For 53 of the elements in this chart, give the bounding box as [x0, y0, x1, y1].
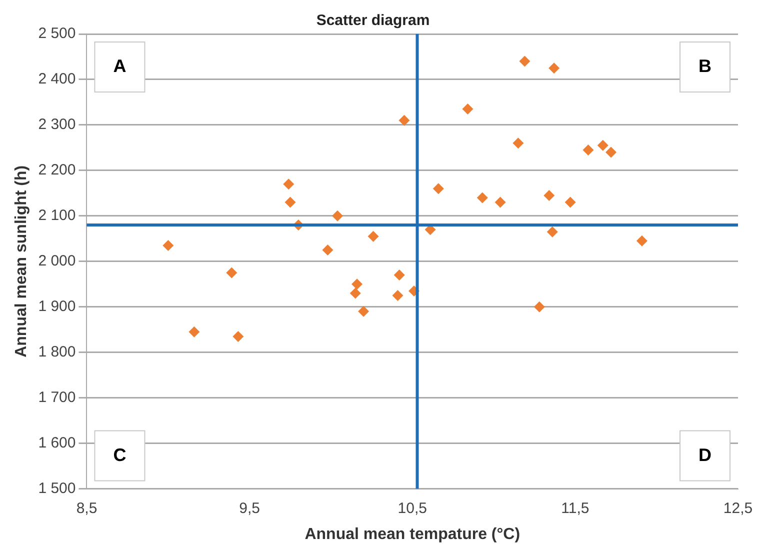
point — [544, 190, 555, 201]
x-tick-label: 9,5 — [239, 500, 260, 517]
y-tick-label: 2 300 — [38, 116, 76, 134]
point — [636, 235, 648, 246]
chart-title: Scatter diagram — [316, 12, 430, 30]
point — [494, 196, 506, 208]
x-axis-title: Annual mean tempature (°C) — [304, 526, 520, 543]
point — [548, 62, 560, 74]
point — [322, 244, 334, 256]
point — [284, 196, 296, 208]
x-tick-label: 8,5 — [76, 500, 98, 517]
point — [398, 114, 410, 126]
y-tick-label: 1 700 — [38, 388, 76, 406]
point — [462, 104, 474, 115]
y-tick-label: 1 900 — [38, 298, 76, 316]
y-axis-title: Annual mean sunlight (h) — [13, 165, 30, 358]
annotation: A — [113, 56, 126, 76]
point — [519, 56, 530, 67]
point — [432, 183, 444, 194]
x-tick-label: 12,5 — [723, 500, 753, 517]
point — [226, 267, 238, 278]
point — [332, 210, 343, 222]
point — [283, 178, 294, 190]
point — [392, 290, 404, 302]
point — [534, 301, 545, 312]
annotation: B — [698, 56, 712, 76]
point — [512, 138, 524, 149]
y-tick-label: 2 000 — [38, 252, 76, 270]
point — [188, 326, 200, 338]
point — [597, 140, 608, 151]
point — [564, 196, 576, 208]
point — [162, 240, 174, 251]
y-tick-label: 1 600 — [38, 434, 76, 452]
point — [368, 230, 379, 242]
point — [606, 146, 617, 158]
point — [352, 278, 363, 290]
point — [476, 192, 488, 204]
y-tick-label: 1 800 — [38, 344, 76, 360]
x-tick-label: 10,5 — [398, 500, 427, 517]
point — [394, 270, 405, 281]
point — [358, 306, 370, 317]
point — [232, 330, 244, 342]
x-tick-label: 11,5 — [561, 500, 590, 517]
y-tick-label: 2 200 — [38, 162, 76, 179]
annotation: D — [698, 444, 712, 465]
y-tick-label: 2 500 — [38, 25, 76, 42]
y-tick-label: 1 500 — [38, 480, 76, 497]
y-tick-label: 2 100 — [38, 207, 76, 224]
annotation: C — [113, 444, 126, 465]
point — [546, 226, 558, 238]
point — [582, 144, 594, 156]
point — [350, 288, 361, 299]
y-tick-label: 2 400 — [38, 70, 76, 88]
